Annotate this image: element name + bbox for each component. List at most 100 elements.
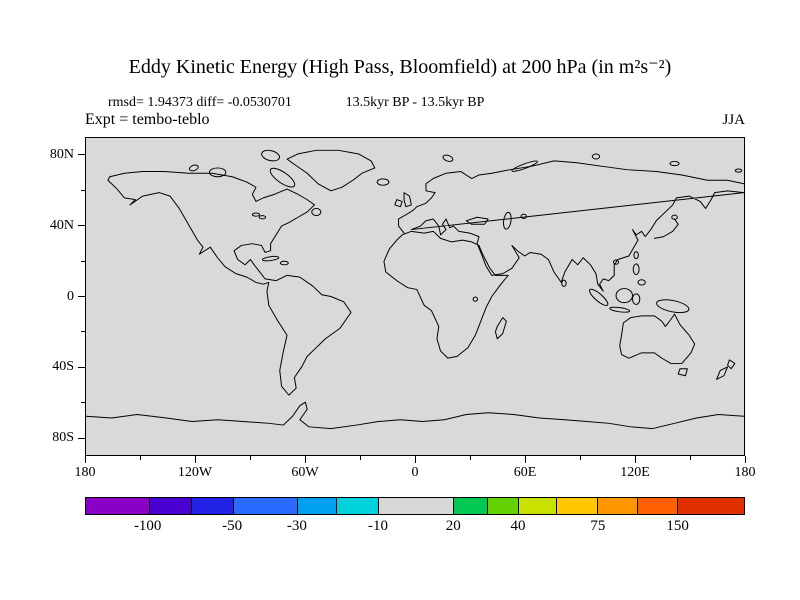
coastline-africa [383,230,509,359]
colorbar-segment [676,498,744,514]
sumatra-outline [589,288,609,306]
comparison-label: 13.5kyr BP - 13.5kyr BP [345,95,485,110]
x-axis-minor-tick [689,456,691,460]
ellesmere-island-outline [261,149,281,162]
coastline-eurasia [398,160,744,292]
stats-line: rmsd= 1.94373 diff= -0.0530701 [108,95,292,110]
colorbar-tick-label: -50 [222,518,243,534]
hispaniola-outline [279,260,289,266]
colorbar-segment [336,498,379,514]
y-axis-major-tick [78,366,85,368]
x-axis-minor-tick [359,456,361,460]
coastline-antarctica [86,401,744,430]
map-plot-area [85,137,745,456]
colorbar-tick-label: 20 [445,518,461,534]
java-outline [609,306,631,313]
taiwan-outline [633,251,639,260]
colorbar-segment [191,498,233,514]
severnaya-zemlya-outline [591,153,601,160]
y-axis-label: 40S [52,359,74,375]
x-axis-major-tick [304,456,306,463]
colorbar [85,497,745,515]
wrangel-island-outline [734,168,743,173]
colorbar-segment [517,498,557,514]
y-axis-major-tick [78,225,85,227]
new-guinea-outline [656,299,690,314]
y-axis-minor-tick [81,402,85,404]
coastline-new-zealand-south [716,366,729,380]
victoria-island-outline [208,167,227,178]
x-axis-major-tick [194,456,196,463]
world-map [86,149,744,430]
experiment-label: Expt = tembo-teblo [85,111,210,128]
black-sea-outline [465,216,489,225]
y-axis-label: 0 [67,288,74,304]
x-axis-major-tick [744,456,746,463]
colorbar-segment [487,498,518,514]
coastline-americas [107,170,352,396]
colorbar-segment [636,498,677,514]
colorbar-segment [86,498,149,514]
newfoundland-outline [311,207,322,216]
svalbard-outline [442,154,454,162]
y-axis-label: 80N [49,146,74,162]
x-axis-label: 0 [411,465,419,480]
y-axis-minor-tick [81,189,85,191]
colorbar-segment [378,498,454,514]
aral-sea-outline [520,213,527,219]
coastline-australia [619,313,696,364]
sri-lanka-outline [561,279,567,287]
y-axis-major-tick [78,154,85,156]
x-axis-label: 60E [513,465,537,480]
colorbar-segment [453,498,488,514]
coastline-madagascar [494,317,507,340]
x-axis-label: 120E [620,465,650,480]
mindanao-outline [637,279,646,286]
x-axis-major-tick [524,456,526,463]
x-axis-minor-tick [579,456,581,460]
lake-victoria-outline [472,296,479,302]
coastline-greenland [286,149,376,192]
colorbar-tick-label: 75 [590,518,606,534]
colorbar-segment [297,498,336,514]
x-axis-label: 180 [74,465,96,480]
colorbar-segment [148,498,192,514]
colorbar-tick-label: -30 [286,518,307,534]
new-siberian-islands-outline [669,160,680,167]
y-axis-label: 40N [49,217,74,233]
x-axis-minor-tick [469,456,471,460]
y-axis-minor-tick [81,331,85,333]
luzon-outline [632,263,640,275]
colorbar-segment [597,498,637,514]
borneo-outline [615,288,634,304]
coastline-ireland [394,199,403,208]
hainan-outline [612,259,620,265]
x-axis-major-tick [414,456,416,463]
colorbar-labels: -100 -50 -30 -10 20 40 75 150 [85,518,745,536]
novaya-zemlya-outline [511,160,538,172]
hokkaido-outline [671,214,678,220]
colorbar-tick-label: 40 [510,518,526,534]
baffin-island-outline [269,167,296,188]
coastline-japan [653,218,679,239]
x-axis-minor-tick [249,456,251,460]
x-axis-major-tick [84,456,86,463]
coastline-uk [403,192,412,208]
great-lakes-outline-2 [258,215,267,220]
colorbar-tick-label: -10 [368,518,389,534]
x-axis-label: 180 [734,465,756,480]
great-lakes-outline-1 [251,212,261,217]
caspian-sea-outline [502,211,512,230]
x-axis-minor-tick [139,456,141,460]
coastline-new-zealand-north [727,359,736,370]
cuba-outline [261,255,280,262]
sulawesi-outline [632,293,641,305]
season-label: JJA [722,112,745,128]
y-axis-label: 80S [52,430,74,446]
colorbar-tick-label: -100 [133,518,162,534]
x-axis-label: 60W [291,465,319,480]
iceland-outline [376,178,390,186]
plot-title: Eddy Kinetic Energy (High Pass, Bloomfie… [128,56,672,78]
coastline-tasmania [677,368,688,377]
